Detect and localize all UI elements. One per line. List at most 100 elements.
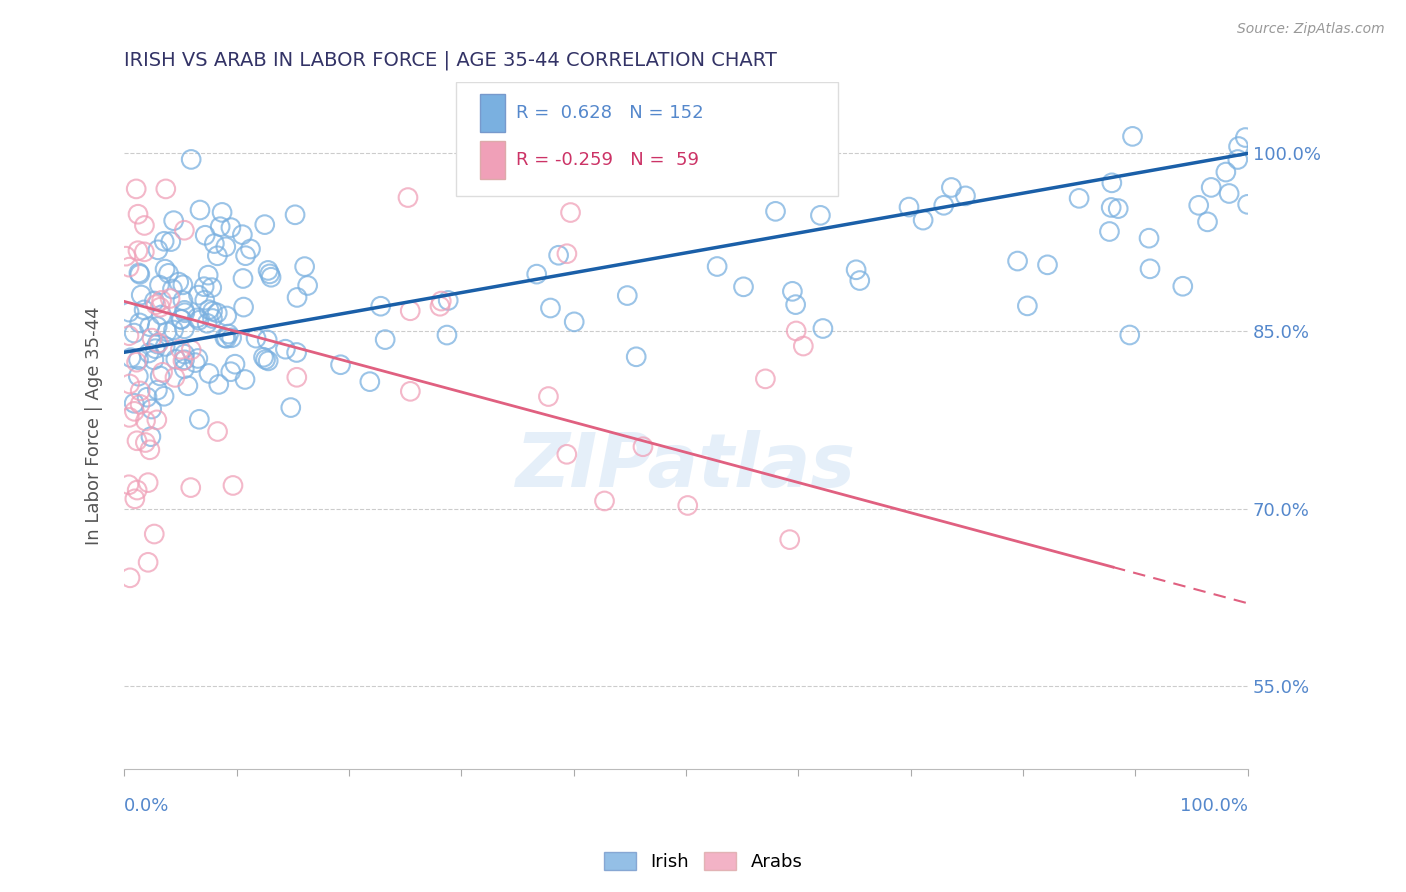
Point: [201, 304, 224, 318]
Point: [912, 213, 935, 227]
Point: [1171, 279, 1194, 293]
Point: [207, 425, 229, 439]
Point: [129, 288, 152, 302]
Point: [159, 292, 181, 306]
Bar: [481, 141, 505, 178]
Point: [167, 275, 190, 289]
Text: Source: ZipAtlas.com: Source: ZipAtlas.com: [1237, 22, 1385, 37]
Point: [1101, 176, 1123, 190]
Point: [145, 298, 167, 312]
Point: [1139, 261, 1161, 276]
Point: [1227, 139, 1250, 153]
Point: [329, 358, 352, 372]
Point: [215, 240, 238, 254]
Bar: [481, 95, 505, 132]
Point: [180, 153, 202, 167]
Point: [284, 208, 307, 222]
Point: [811, 321, 834, 335]
Point: [224, 357, 246, 371]
Point: [215, 309, 238, 323]
FancyBboxPatch shape: [456, 82, 838, 195]
Point: [810, 208, 832, 222]
Point: [214, 331, 236, 345]
Point: [152, 365, 174, 379]
Point: [208, 377, 231, 392]
Point: [173, 347, 195, 361]
Point: [785, 298, 807, 312]
Point: [115, 249, 138, 263]
Point: [1007, 254, 1029, 268]
Point: [118, 328, 141, 343]
Point: [136, 475, 159, 490]
Point: [540, 301, 562, 315]
Text: 0.0%: 0.0%: [124, 797, 170, 814]
Point: [1218, 186, 1240, 201]
Point: [941, 180, 963, 194]
Point: [129, 384, 152, 398]
Point: [186, 310, 208, 325]
Point: [148, 278, 170, 293]
Point: [285, 370, 308, 384]
Point: [149, 300, 172, 314]
Point: [555, 447, 578, 461]
Point: [215, 331, 238, 345]
Point: [122, 396, 145, 410]
Point: [239, 242, 262, 256]
Point: [170, 312, 193, 326]
Point: [222, 478, 245, 492]
Point: [124, 491, 146, 506]
Point: [146, 337, 169, 351]
Point: [138, 319, 160, 334]
Point: [257, 354, 280, 368]
Point: [162, 323, 184, 337]
Point: [1121, 129, 1143, 144]
Point: [173, 322, 195, 336]
Point: [785, 324, 807, 338]
Point: [143, 527, 166, 541]
Point: [156, 325, 179, 339]
Point: [257, 263, 280, 277]
Point: [1107, 202, 1129, 216]
Point: [136, 555, 159, 569]
Point: [127, 483, 149, 497]
Point: [370, 299, 392, 313]
Point: [676, 499, 699, 513]
Point: [169, 343, 191, 357]
Point: [129, 397, 152, 411]
Point: [253, 218, 276, 232]
Point: [162, 282, 184, 296]
Point: [207, 306, 229, 320]
Point: [194, 228, 217, 243]
Point: [146, 243, 169, 257]
Point: [232, 300, 254, 314]
Point: [125, 355, 148, 369]
Point: [294, 260, 316, 274]
Point: [1036, 258, 1059, 272]
Point: [157, 266, 180, 280]
Point: [198, 367, 221, 381]
Point: [1236, 197, 1258, 211]
Point: [194, 293, 217, 308]
Point: [430, 294, 453, 309]
Point: [155, 182, 177, 196]
Point: [136, 390, 159, 404]
Point: [562, 315, 585, 329]
Point: [149, 368, 172, 383]
Point: [624, 350, 647, 364]
Point: [172, 353, 194, 368]
Point: [297, 278, 319, 293]
Point: [128, 352, 150, 367]
Point: [631, 440, 654, 454]
Point: [163, 213, 186, 227]
Point: [706, 260, 728, 274]
Point: [141, 402, 163, 417]
Point: [127, 244, 149, 258]
Point: [128, 266, 150, 280]
Point: [396, 190, 419, 204]
Point: [125, 182, 148, 196]
Point: [184, 356, 207, 370]
Point: [256, 333, 278, 347]
Point: [252, 351, 274, 365]
Point: [143, 342, 166, 356]
Point: [142, 352, 165, 367]
